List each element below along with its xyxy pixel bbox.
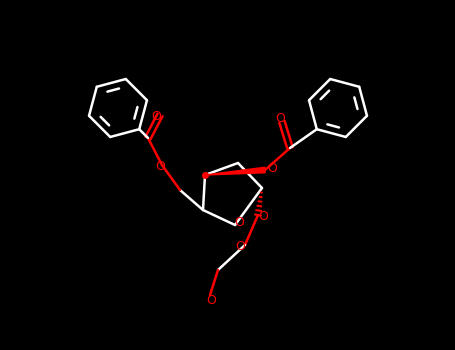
Text: O: O — [235, 239, 245, 252]
Text: O: O — [151, 110, 161, 122]
Text: O: O — [234, 216, 244, 229]
Text: O: O — [258, 210, 268, 224]
Polygon shape — [205, 167, 265, 175]
Text: O: O — [206, 294, 216, 307]
Text: O: O — [275, 112, 285, 125]
Text: O: O — [155, 160, 165, 173]
Text: O: O — [267, 161, 277, 175]
